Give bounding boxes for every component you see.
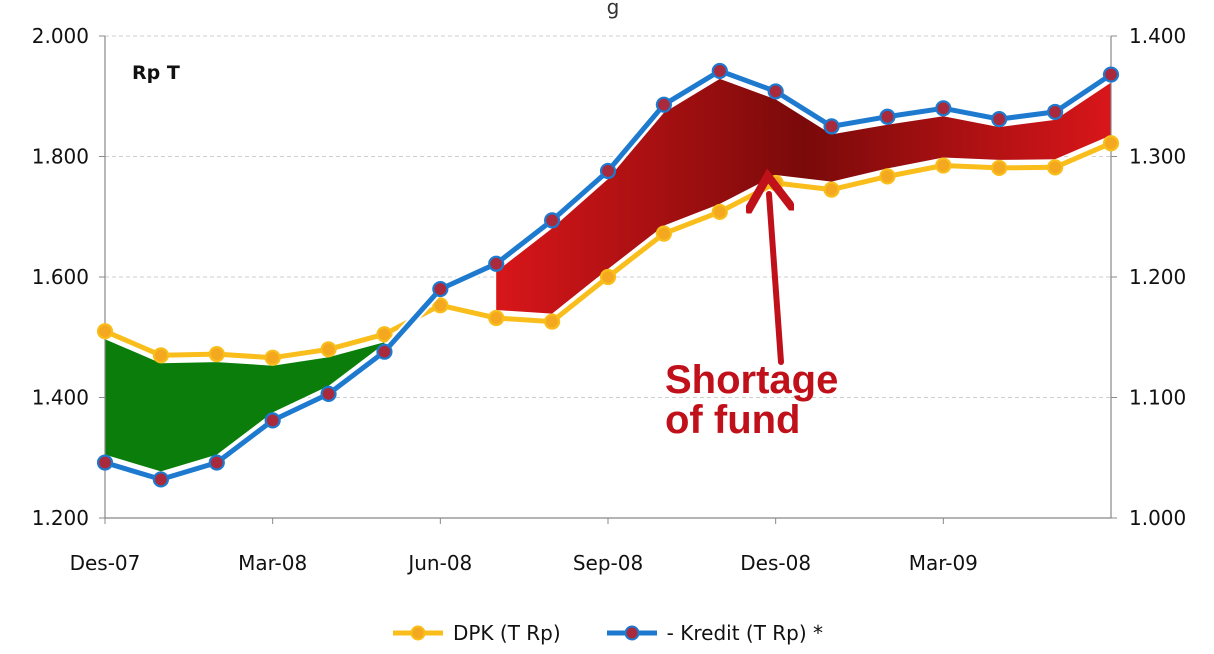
x-axis-tick-label: Sep-08 (573, 551, 643, 575)
left-axis-tick-label: 1.800 (32, 145, 89, 169)
dpk-point (599, 268, 617, 286)
axes: 1.200 1.000 1.400 1.100 1.600 1.200 1.800 1.300… (32, 24, 1187, 575)
kredit-point (599, 162, 617, 180)
kredit-point (488, 255, 505, 272)
legend-item-kredit: - Kredit (T Rp) * (605, 621, 823, 645)
legend-label-dpk: DPK (T Rp) (452, 621, 561, 645)
shortage-area (496, 78, 1111, 314)
legend-label-kredit: - Kredit (T Rp) * (666, 621, 824, 645)
x-axis-tick-label: Mar-09 (909, 551, 978, 575)
left-axis-tick-label: 1.400 (32, 386, 89, 410)
kredit-point (208, 454, 225, 471)
x-axis-tick-label: Mar-08 (238, 551, 307, 575)
kredit-point (320, 385, 337, 402)
kredit-point (879, 108, 896, 125)
kredit-point (1102, 66, 1120, 83)
series-lines (96, 62, 1120, 488)
kredit-point (1047, 103, 1064, 121)
dpk-point (432, 297, 449, 314)
left-axis-tick-label: 1.200 (32, 506, 89, 530)
kredit-point (96, 454, 114, 471)
right-axis-tick-label: 1.300 (1129, 145, 1186, 169)
dpk-point (655, 225, 672, 242)
kredit-point (935, 100, 952, 117)
dpk-point (264, 349, 281, 366)
kredit-point (544, 212, 561, 229)
dpk-point (935, 157, 952, 174)
annotation-line-1: Shortage (665, 358, 838, 402)
dpk-point (208, 346, 225, 363)
shortage-annotation: Shortage of fund (665, 194, 838, 442)
legend-swatch-dpk (392, 625, 443, 641)
x-axis-tick-label: Des-07 (70, 551, 141, 575)
kredit-point (711, 62, 728, 80)
unit-label: Rp T (132, 62, 180, 84)
dpk-point (767, 174, 784, 192)
kredit-point (767, 83, 784, 100)
left-axis-tick-label: 2.000 (32, 24, 89, 48)
dpk-point (1102, 135, 1120, 152)
surplus-area (105, 339, 385, 472)
right-axis-tick-label: 1.100 (1129, 386, 1186, 410)
x-axis-tick-label: Des-08 (740, 551, 811, 575)
dpk-point (96, 323, 114, 340)
right-axis-tick-label: 1.000 (1129, 506, 1186, 530)
kredit-point (823, 118, 840, 135)
legend: DPK (T Rp) - Kredit (T Rp) * (0, 616, 1214, 650)
dpk-point (711, 203, 728, 221)
x-axis-tick-label: Jun-08 (406, 551, 472, 575)
right-axis-tick-label: 1.200 (1129, 265, 1186, 289)
dpk-point (1047, 159, 1064, 176)
chart-title-fragment: g (607, 0, 620, 19)
dpk-point (879, 168, 896, 185)
dpk-point (823, 181, 840, 198)
dpk-point (376, 326, 393, 343)
annotation-line-2: of fund (665, 398, 801, 442)
dpk-point (544, 313, 561, 330)
left-axis-tick-label: 1.600 (32, 265, 89, 289)
dpk-point (320, 341, 337, 358)
dpk-point (152, 347, 169, 364)
gap-fill-areas (105, 78, 1111, 472)
legend-item-dpk: DPK (T Rp) (391, 621, 561, 645)
kredit-point (655, 96, 672, 113)
annotation-arrow (769, 194, 781, 365)
legend-swatch-kredit (606, 625, 657, 641)
dpk-point (991, 159, 1008, 177)
kredit-point (991, 111, 1008, 128)
kredit-point (264, 412, 281, 429)
right-axis-tick-label: 1.400 (1129, 24, 1186, 48)
kredit-point (152, 471, 169, 488)
kredit-point (432, 280, 449, 298)
dpk-point (488, 309, 505, 327)
kredit-point (376, 343, 393, 360)
